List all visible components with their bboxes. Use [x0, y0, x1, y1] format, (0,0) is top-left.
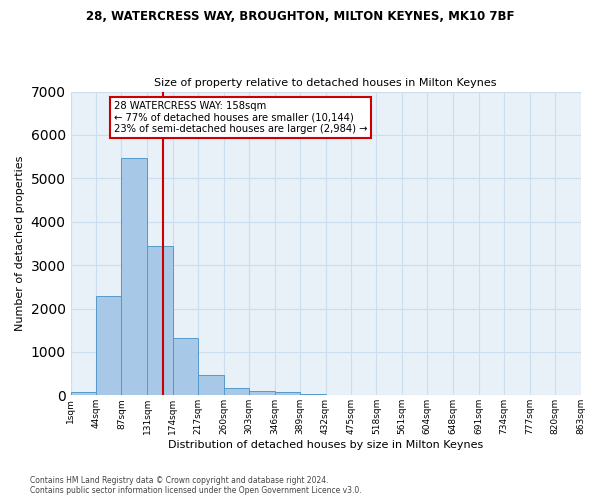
Bar — [148, 246, 173, 396]
X-axis label: Distribution of detached houses by size in Milton Keynes: Distribution of detached houses by size … — [168, 440, 483, 450]
Bar — [96, 296, 121, 396]
Title: Size of property relative to detached houses in Milton Keynes: Size of property relative to detached ho… — [154, 78, 497, 88]
Bar — [199, 375, 224, 396]
Bar — [71, 392, 96, 396]
Text: 28 WATERCRESS WAY: 158sqm
← 77% of detached houses are smaller (10,144)
23% of s: 28 WATERCRESS WAY: 158sqm ← 77% of detac… — [114, 100, 367, 134]
Bar — [224, 388, 249, 396]
Bar — [173, 338, 199, 396]
Bar — [275, 392, 300, 396]
Bar — [121, 158, 147, 396]
Text: Contains HM Land Registry data © Crown copyright and database right 2024.
Contai: Contains HM Land Registry data © Crown c… — [30, 476, 362, 495]
Text: 28, WATERCRESS WAY, BROUGHTON, MILTON KEYNES, MK10 7BF: 28, WATERCRESS WAY, BROUGHTON, MILTON KE… — [86, 10, 514, 23]
Bar — [249, 391, 275, 396]
Bar — [300, 394, 326, 396]
Y-axis label: Number of detached properties: Number of detached properties — [15, 156, 25, 331]
